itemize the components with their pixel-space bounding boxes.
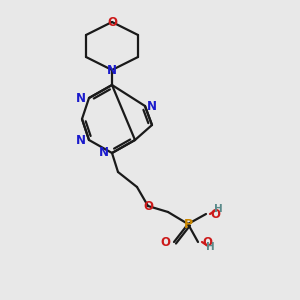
Text: N: N xyxy=(107,64,117,76)
Text: N: N xyxy=(76,92,86,104)
Text: P: P xyxy=(183,218,193,230)
Text: N: N xyxy=(147,100,157,112)
Text: N: N xyxy=(76,134,86,146)
Text: O: O xyxy=(107,16,117,28)
Text: O: O xyxy=(160,236,170,248)
Text: O: O xyxy=(210,208,220,220)
Text: H: H xyxy=(214,204,222,214)
Text: N: N xyxy=(99,146,109,160)
Text: O: O xyxy=(143,200,153,212)
Text: H: H xyxy=(206,242,214,252)
Text: O: O xyxy=(202,236,212,248)
